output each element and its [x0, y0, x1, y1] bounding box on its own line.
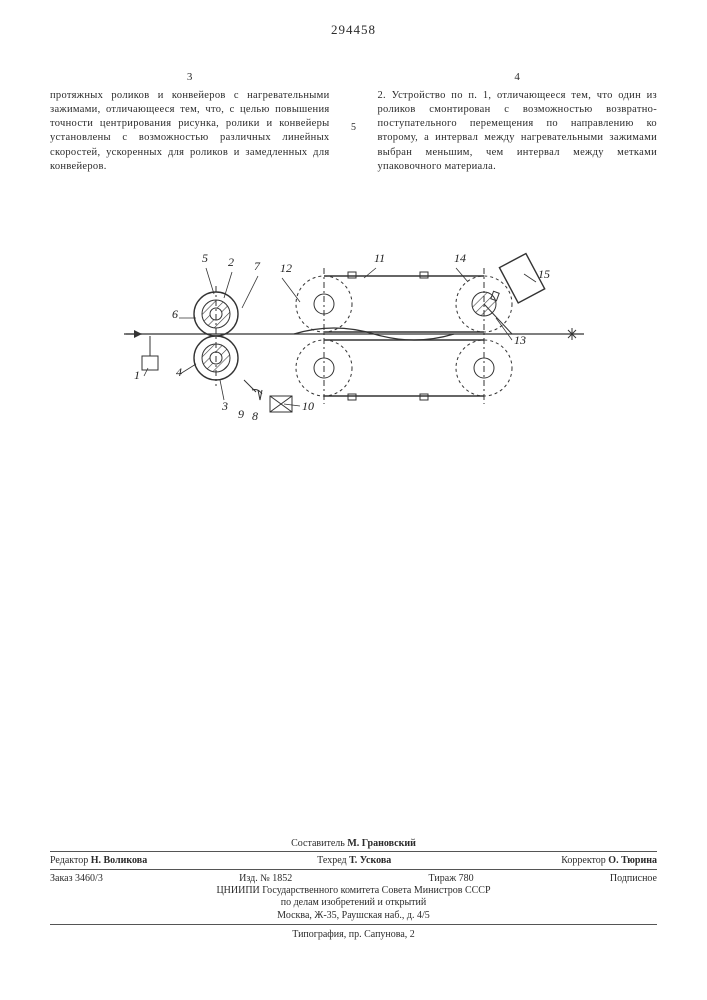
svg-text:13: 13 — [514, 333, 526, 347]
right-col-number: 4 — [378, 70, 658, 85]
compiler-name: М. Грановский — [347, 838, 416, 849]
svg-text:4: 4 — [176, 365, 182, 379]
right-col-text: 2. Устройство по п. 1, отличающееся тем,… — [378, 90, 658, 172]
svg-text:2: 2 — [228, 255, 234, 269]
left-col-number: 3 — [50, 70, 330, 85]
editor-label: Редактор — [50, 855, 88, 866]
techred-label: Техред — [317, 855, 346, 866]
figure-svg: 1 2 3 4 5 6 7 8 9 10 11 12 13 14 15 — [124, 214, 584, 434]
order-no: Заказ 3460/3 — [50, 873, 103, 884]
figure: 1 2 3 4 5 6 7 8 9 10 11 12 13 14 15 — [50, 214, 657, 434]
corrector-name: О. Тюрина — [608, 855, 657, 866]
footer-rule-3 — [50, 924, 657, 925]
text-columns: 3 протяжных роликов и конвейеров с нагре… — [50, 70, 657, 174]
typography-line: Типография, пр. Сапунова, 2 — [50, 929, 657, 940]
svg-text:14: 14 — [454, 251, 466, 265]
print-row: Заказ 3460/3 Изд. № 1852 Тираж 780 Подпи… — [50, 872, 657, 885]
svg-text:9: 9 — [238, 407, 244, 421]
footer-rule-1 — [50, 851, 657, 852]
techred: Техред Т. Ускова — [317, 855, 391, 866]
editors-row: Редактор Н. Воликова Техред Т. Ускова Ко… — [50, 854, 657, 867]
right-column: 4 2. Устройство по п. 1, отличающееся те… — [378, 70, 658, 174]
svg-text:8: 8 — [252, 409, 258, 423]
svg-text:12: 12 — [280, 261, 292, 275]
compiler-label: Составитель — [291, 838, 345, 849]
svg-text:3: 3 — [221, 399, 228, 413]
left-column: 3 протяжных роликов и конвейеров с нагре… — [50, 70, 330, 174]
svg-text:10: 10 — [302, 399, 314, 413]
tirazh: Тираж 780 — [429, 873, 474, 884]
svg-text:6: 6 — [172, 307, 178, 321]
editor: Редактор Н. Воликова — [50, 855, 147, 866]
editor-name: Н. Воликова — [91, 855, 147, 866]
svg-text:7: 7 — [254, 259, 261, 273]
svg-text:15: 15 — [538, 267, 550, 281]
page: 294458 3 протяжных роликов и конвейеров … — [0, 0, 707, 1000]
svg-text:1: 1 — [134, 368, 140, 382]
compiler-line: Составитель М. Грановский — [50, 838, 657, 849]
org-line-2: по делам изобретений и открытий — [50, 897, 657, 910]
patent-number: 294458 — [0, 22, 707, 38]
org-line-1: ЦНИИПИ Государственного комитета Совета … — [50, 885, 657, 898]
svg-text:5: 5 — [202, 251, 208, 265]
footer-rule-2 — [50, 869, 657, 870]
svg-text:11: 11 — [374, 251, 385, 265]
corrector: Корректор О. Тюрина — [561, 855, 657, 866]
techred-name: Т. Ускова — [349, 855, 391, 866]
corrector-label: Корректор — [561, 855, 606, 866]
subscription: Подписное — [610, 873, 657, 884]
izd-no: Изд. № 1852 — [239, 873, 292, 884]
left-col-text: протяжных роликов и конвейеров с нагрева… — [50, 90, 330, 172]
footer: Составитель М. Грановский Редактор Н. Во… — [50, 838, 657, 941]
org-block: ЦНИИПИ Государственного комитета Совета … — [50, 885, 657, 923]
org-addr: Москва, Ж-35, Раушская наб., д. 4/5 — [50, 910, 657, 923]
gutter-line-number: 5 — [348, 70, 360, 174]
